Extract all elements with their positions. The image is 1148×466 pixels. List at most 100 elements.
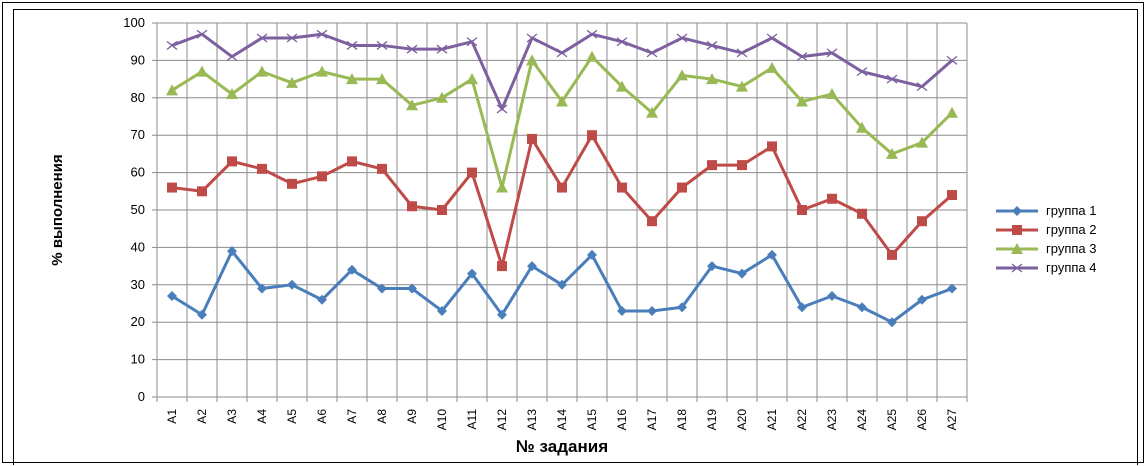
data-point xyxy=(647,216,657,227)
x-tick-label: A5 xyxy=(285,409,299,424)
data-point xyxy=(496,181,508,193)
legend-swatch-marker xyxy=(1012,225,1022,235)
data-point xyxy=(226,88,238,100)
data-point xyxy=(407,283,417,294)
data-point xyxy=(827,291,837,302)
data-point xyxy=(316,29,328,39)
data-point xyxy=(737,268,747,279)
data-point xyxy=(766,61,778,73)
data-point xyxy=(556,48,568,58)
data-point xyxy=(406,99,418,111)
data-point xyxy=(856,67,868,77)
legend-item: группа 4 xyxy=(996,260,1096,275)
series-2 xyxy=(167,130,957,272)
x-tick-label: A26 xyxy=(915,409,929,431)
legend-label: группа 1 xyxy=(1046,203,1096,218)
x-tick-label: A13 xyxy=(525,409,539,431)
data-point xyxy=(916,82,928,92)
y-tick-label: 70 xyxy=(131,127,145,142)
data-point xyxy=(706,73,718,85)
y-tick-label: 50 xyxy=(131,202,145,217)
legend: группа 1 группа 2 группа 3 группа 4 xyxy=(996,203,1096,275)
data-point xyxy=(947,190,957,201)
data-point xyxy=(377,283,387,294)
data-point xyxy=(946,106,958,118)
data-point xyxy=(467,167,477,178)
data-point xyxy=(617,305,627,316)
data-point xyxy=(886,74,898,84)
data-point xyxy=(557,279,567,290)
series-group xyxy=(166,29,958,328)
data-point xyxy=(466,73,478,85)
data-point xyxy=(586,50,598,62)
data-point xyxy=(736,48,748,58)
data-point xyxy=(857,208,867,219)
data-point xyxy=(256,65,268,77)
data-point xyxy=(737,160,747,171)
data-point xyxy=(766,33,778,43)
data-point xyxy=(287,279,297,290)
x-tick-label: A6 xyxy=(315,409,329,424)
x-tick-label: A18 xyxy=(675,409,689,431)
data-point xyxy=(736,80,748,92)
x-tick-label: A15 xyxy=(585,409,599,431)
x-tick-label: A10 xyxy=(435,409,449,431)
x-tick-label: A9 xyxy=(405,409,419,424)
data-point xyxy=(496,104,508,114)
data-point xyxy=(946,55,958,65)
x-tick-labels: A1 A2 A3 A4 A5 A6 A7 A8 A9 A10 A11 A12 A13 A14 A15 A16 A… xyxy=(165,409,959,431)
y-tick-labels: 0 10 20 30 40 50 60 70 80 90 100 xyxy=(123,15,145,404)
data-point xyxy=(827,193,837,204)
y-tick-label: 90 xyxy=(131,52,145,67)
data-point xyxy=(586,29,598,39)
data-point xyxy=(706,40,718,50)
data-point xyxy=(406,44,418,54)
x-tick-label: A4 xyxy=(255,409,269,424)
data-point xyxy=(527,261,537,272)
data-point xyxy=(647,305,657,316)
data-point xyxy=(796,52,808,62)
x-tick-label: A19 xyxy=(705,409,719,431)
x-tick-label: A1 xyxy=(165,409,179,424)
data-point xyxy=(707,261,717,272)
data-point xyxy=(347,264,357,275)
x-tick-label: A8 xyxy=(375,409,389,424)
y-tick-label: 10 xyxy=(131,352,145,367)
data-point xyxy=(886,147,898,159)
data-point xyxy=(676,69,688,81)
data-point xyxy=(257,283,267,294)
data-point xyxy=(707,160,717,171)
data-point xyxy=(616,80,628,92)
y-tick-label: 0 xyxy=(138,389,145,404)
x-tick-label: A20 xyxy=(735,409,749,431)
legend-item: группа 3 xyxy=(996,241,1096,256)
y-tick-label: 20 xyxy=(131,314,145,329)
data-point xyxy=(466,37,478,47)
x-tick-label: A7 xyxy=(345,409,359,424)
x-tick-label: A14 xyxy=(555,409,569,431)
x-tick-label: A3 xyxy=(225,409,239,424)
x-tick-label: A23 xyxy=(825,409,839,431)
data-point xyxy=(646,48,658,58)
y-tick-label: 30 xyxy=(131,277,145,292)
data-point xyxy=(346,40,358,50)
data-point xyxy=(587,249,597,260)
data-point xyxy=(317,171,327,182)
data-point xyxy=(257,163,267,174)
x-tick-label: A11 xyxy=(465,409,479,430)
data-point xyxy=(677,302,687,313)
data-point xyxy=(166,40,178,50)
data-point xyxy=(286,76,298,88)
data-point xyxy=(407,201,417,212)
legend-label: группа 2 xyxy=(1046,222,1096,237)
data-point xyxy=(227,246,237,257)
data-point xyxy=(526,54,538,66)
data-point xyxy=(467,268,477,279)
data-point xyxy=(196,29,208,39)
data-point xyxy=(947,283,957,294)
data-point xyxy=(167,291,177,302)
data-point xyxy=(377,163,387,174)
data-point xyxy=(166,84,178,96)
x-tick-label: A24 xyxy=(855,409,869,431)
